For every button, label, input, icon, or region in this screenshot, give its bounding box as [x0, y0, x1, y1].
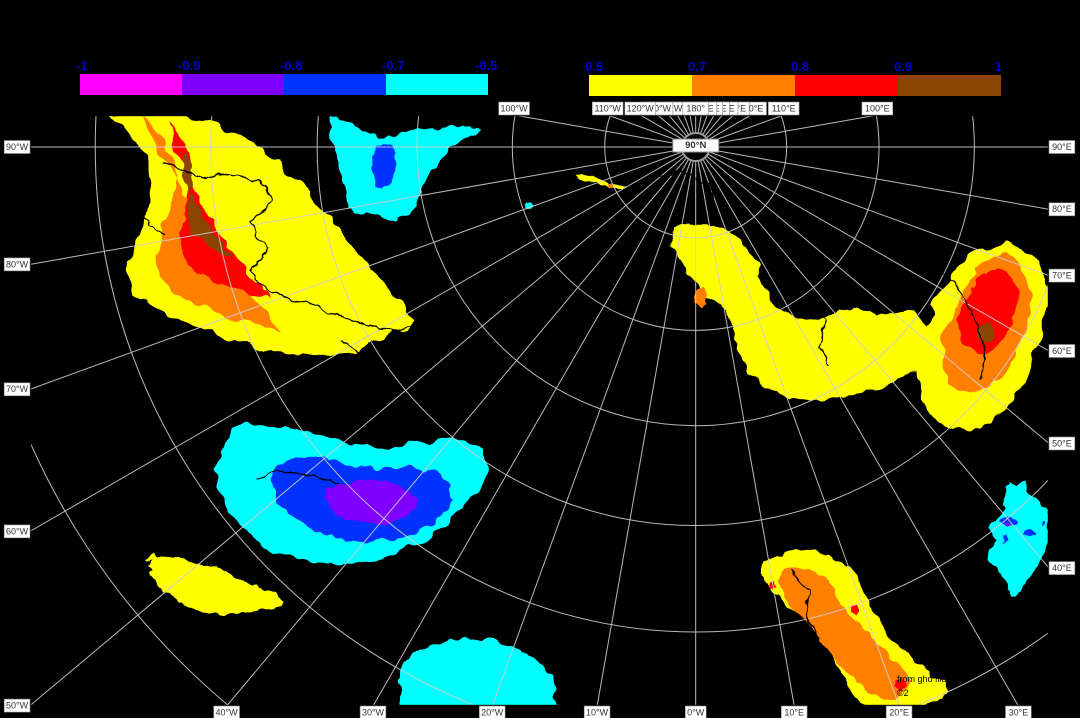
svg-text:180°: 180°	[686, 103, 705, 113]
svg-text:from gho files: from gho files	[897, 674, 952, 684]
svg-text:50°W: 50°W	[6, 700, 29, 710]
svg-text:120°W: 120°W	[627, 103, 655, 113]
svg-text:90°E: 90°E	[1052, 142, 1072, 152]
svg-text:40°E: 40°E	[1052, 563, 1072, 573]
svg-text:30°W: 30°W	[362, 707, 385, 717]
svg-text:110°W: 110°W	[594, 103, 621, 113]
svg-text:70°E: 70°E	[1052, 270, 1072, 280]
svg-text:60°E: 60°E	[1052, 346, 1072, 356]
svg-text:20°W: 20°W	[481, 707, 504, 717]
svg-text:80°W: 80°W	[6, 259, 29, 269]
svg-text:20°E: 20°E	[889, 707, 909, 717]
svg-text:40°W: 40°W	[216, 707, 239, 717]
svg-text:90°N: 90°N	[685, 140, 706, 151]
svg-text:10°W: 10°W	[586, 707, 609, 717]
svg-text:90°W: 90°W	[6, 142, 29, 152]
svg-text:110°E: 110°E	[772, 103, 796, 113]
svg-text:100°W: 100°W	[501, 103, 529, 113]
svg-text:70°W: 70°W	[6, 384, 29, 394]
svg-text:©2: ©2	[897, 688, 909, 698]
svg-text:100°E: 100°E	[865, 103, 890, 113]
svg-text:10°E: 10°E	[784, 707, 804, 717]
svg-text:0°W: 0°W	[687, 707, 705, 717]
svg-text:60°W: 60°W	[6, 526, 29, 536]
svg-text:50°E: 50°E	[1052, 438, 1072, 448]
svg-text:80°E: 80°E	[1052, 204, 1072, 214]
svg-text:30°E: 30°E	[1009, 707, 1029, 717]
